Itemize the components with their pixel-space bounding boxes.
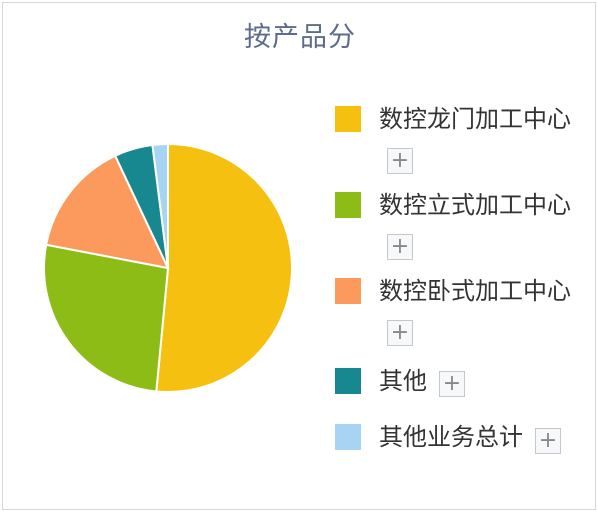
legend-label: 数控龙门加工中心 bbox=[379, 105, 571, 133]
legend-swatch bbox=[335, 278, 361, 304]
legend-swatch bbox=[335, 368, 361, 394]
pie-slice-gantry[interactable] bbox=[155, 142, 293, 393]
pie-slice-other-business[interactable] bbox=[151, 142, 169, 269]
legend-swatch bbox=[335, 192, 361, 218]
legend-label: 数控立式加工中心 bbox=[379, 191, 571, 219]
chart-title: 按产品分 bbox=[244, 22, 356, 53]
plus-icon[interactable]: + bbox=[387, 148, 413, 174]
pie-chart bbox=[43, 142, 293, 393]
legend-label: 其他业务总计 bbox=[379, 423, 523, 451]
legend-swatch bbox=[335, 106, 361, 132]
plus-icon[interactable]: + bbox=[535, 428, 561, 454]
legend-swatch bbox=[335, 424, 361, 450]
plus-icon[interactable]: + bbox=[387, 234, 413, 260]
plus-icon[interactable]: + bbox=[387, 320, 413, 346]
legend-label: 数控卧式加工中心 bbox=[379, 277, 571, 305]
pie-slice-vertical[interactable] bbox=[43, 243, 170, 393]
legend-label: 其他 bbox=[379, 367, 427, 395]
plus-icon[interactable]: + bbox=[439, 371, 465, 397]
pie-slice-horizontal[interactable] bbox=[45, 154, 170, 270]
